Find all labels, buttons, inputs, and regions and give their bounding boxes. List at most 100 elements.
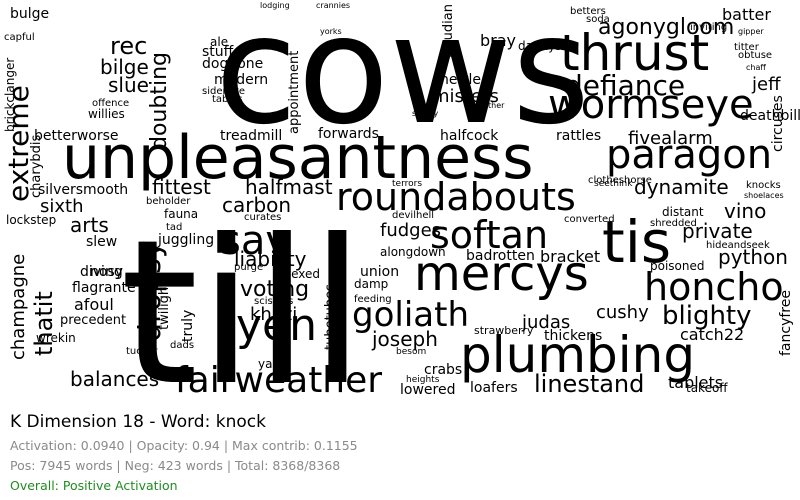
cloud-word-rec: rec	[110, 32, 147, 60]
cloud-word-brickclanger: brickclanger	[3, 58, 17, 132]
cloud-word-nettle: nettle	[440, 72, 481, 88]
cloud-word-feeding: feeding	[354, 294, 392, 305]
cloud-word-knocks: knocks	[746, 180, 781, 191]
cloud-word-shoelaces: shoelaces	[744, 191, 784, 200]
cloud-word-breather: breather	[470, 101, 505, 110]
cloud-word-yall: yall	[258, 357, 279, 371]
cloud-word-ale: ale	[210, 35, 228, 49]
cloud-word-devilhell: devilhell	[392, 210, 434, 221]
cloud-word-distant: distant	[662, 205, 704, 219]
cloud-word-tubetubes: tubetubes	[323, 284, 338, 350]
cloud-word-lodging: lodging	[260, 1, 290, 10]
cloud-word-sidenote: sidenote	[202, 86, 245, 97]
cloud-word-defiance: defiance	[565, 69, 685, 102]
cloud-word-fittest: fittest	[152, 175, 211, 199]
cloud-word-softan: softan	[430, 213, 548, 257]
cloud-word-shredded: shredded	[650, 218, 697, 229]
cloud-word-sixth: sixth	[40, 196, 84, 217]
cloud-word-joseph: joseph	[371, 327, 438, 351]
cloud-word-dads: dads	[170, 340, 194, 351]
cloud-word-silversmooth: silversmooth	[38, 182, 128, 198]
cloud-word-fairweather: fairweather	[175, 360, 382, 401]
cloud-word-damp: damp	[354, 277, 388, 291]
cloud-word-balances: balances	[70, 367, 159, 391]
cloud-word-heights: heights	[406, 375, 440, 385]
stats-line: Activation: 0.0940 | Opacity: 0.94 | Max…	[10, 438, 358, 453]
word-cloud: cows till unpleasantness thrust wormseye defi…	[0, 0, 800, 404]
cloud-word-beholder: beholder	[146, 196, 191, 207]
cloud-word-takeoff: takeoff	[686, 381, 728, 395]
cloud-word-treadmill: treadmill	[220, 128, 282, 144]
cloud-word-truly: truly	[180, 310, 196, 342]
cloud-word-obtuse: obtuse	[738, 50, 772, 61]
cloud-word-agonygloom: agonygloom	[598, 15, 734, 40]
cloud-word-gipper: gipper	[738, 27, 764, 36]
cloud-word-crabs: crabs	[424, 362, 462, 378]
cloud-word-dynamite: dynamite	[634, 175, 729, 199]
cloud-word-halfcock: halfcock	[440, 128, 499, 144]
cloud-word-roundabouts: roundabouts	[336, 175, 576, 219]
cloud-word-tablets: tablets	[668, 373, 723, 392]
cloud-word-fancyfree: fancyfree	[778, 290, 794, 356]
dimension-title: K Dimension 18 - Word: knock	[10, 412, 266, 432]
cloud-word-loafers: loafers	[470, 380, 518, 396]
cloud-word-misters: misters	[432, 86, 499, 107]
cloud-word-flagrante: flagrante	[72, 280, 136, 296]
cloud-word-cushy: cushy	[596, 302, 649, 323]
cloud-word-lowered: lowered	[400, 382, 455, 398]
cloud-word-thatit: thatit	[30, 291, 58, 356]
cloud-word-liability: liability	[234, 247, 307, 271]
cloud-word-linestand: linestand	[534, 370, 644, 398]
cloud-word-capful: capful	[4, 32, 35, 43]
cloud-word-stuffe: stuffe	[202, 44, 242, 60]
cloud-word-paragon: paragon	[606, 132, 772, 178]
cloud-word-python: python	[718, 245, 788, 269]
cloud-word-twilight: twilight	[157, 282, 172, 330]
cloud-word-champagne: champagne	[8, 254, 29, 360]
cloud-word-thickens: thickens	[544, 328, 602, 344]
cloud-word-appointment: appointment	[287, 51, 302, 134]
cloud-word-honcho: honcho	[644, 265, 784, 309]
counts-line: Pos: 7945 words | Neg: 423 words | Total…	[10, 458, 341, 473]
cloud-word-fauna: fauna	[164, 207, 198, 221]
cloud-word-doubting: doubting	[147, 52, 172, 150]
cloud-word-modern: modern	[214, 72, 268, 88]
cloud-word-arts: arts	[70, 213, 109, 237]
cloud-word-diving: diving	[80, 264, 123, 280]
cloud-word-blighty: blighty	[662, 301, 752, 331]
cloud-word-yorks: yorks	[320, 27, 342, 36]
cloud-word-titter: titter	[734, 42, 760, 53]
cloud-word-sav: sav	[220, 218, 289, 264]
cloud-word-converted: converted	[564, 214, 615, 225]
cloud-word-scissors: scissors	[254, 296, 293, 307]
cloud-word-extreme: extreme	[2, 85, 35, 202]
cloud-word-curates: curates	[244, 212, 281, 223]
cloud-word-seethink: seethink	[594, 179, 633, 189]
cloud-word-bray: bray	[480, 31, 516, 50]
cloud-word-batter: batter	[722, 5, 771, 24]
cloud-word-doggone: doggone	[202, 56, 263, 72]
cloud-word-badrotten: badrotten	[466, 248, 535, 264]
cloud-word-lockstep: lockstep	[6, 213, 56, 227]
cloud-word-simply: simply	[412, 109, 438, 118]
cloud-word-deathbill: deathbill	[740, 108, 800, 124]
cloud-word-judas: judas	[521, 312, 570, 333]
cloud-word-chaff: chaff	[746, 63, 766, 72]
cloud-word-mercys: mercys	[414, 246, 589, 302]
cloud-word-tables: tables	[212, 94, 243, 105]
cloud-word-nosy: nosy	[90, 264, 123, 280]
cloud-word-voting: voting	[240, 277, 309, 302]
cloud-word-wormseye: wormseye	[548, 82, 754, 128]
cloud-word-private: private	[682, 219, 753, 243]
cloud-word-besom: besom	[396, 347, 426, 357]
cloud-word-dropsy: dropsy	[133, 241, 168, 343]
cloud-word-tucker: tucker	[126, 346, 158, 357]
cloud-word-plumbing: plumbing	[460, 326, 695, 384]
cloud-word-thrust: thrust	[560, 24, 709, 82]
cloud-word-khazi: khazi	[250, 304, 297, 325]
cloud-word-crannies: crannies	[316, 1, 350, 10]
cloud-word-slue: slue	[108, 73, 149, 97]
cloud-word-union: union	[360, 264, 399, 280]
cloud-word-willies: willies	[88, 107, 125, 121]
